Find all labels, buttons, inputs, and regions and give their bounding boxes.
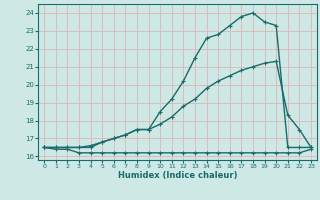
X-axis label: Humidex (Indice chaleur): Humidex (Indice chaleur) bbox=[118, 171, 237, 180]
